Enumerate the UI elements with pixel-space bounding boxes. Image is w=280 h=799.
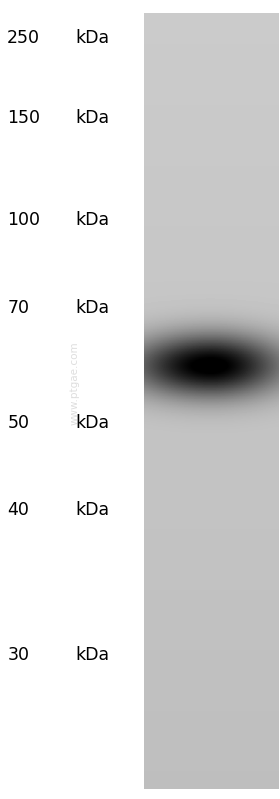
Text: 150: 150 [7,109,40,127]
Text: kDa: kDa [75,30,109,47]
Text: www.ptgae.com: www.ptgae.com [70,342,80,425]
Text: kDa: kDa [75,109,109,127]
Text: kDa: kDa [75,299,109,316]
Text: kDa: kDa [75,211,109,229]
Text: 50: 50 [7,415,29,432]
Text: 70: 70 [7,299,29,316]
Text: 40: 40 [7,501,29,519]
Text: 30: 30 [7,646,29,664]
Text: kDa: kDa [75,646,109,664]
Text: kDa: kDa [75,415,109,432]
Text: 250: 250 [7,30,40,47]
Text: kDa: kDa [75,501,109,519]
Text: 100: 100 [7,211,40,229]
